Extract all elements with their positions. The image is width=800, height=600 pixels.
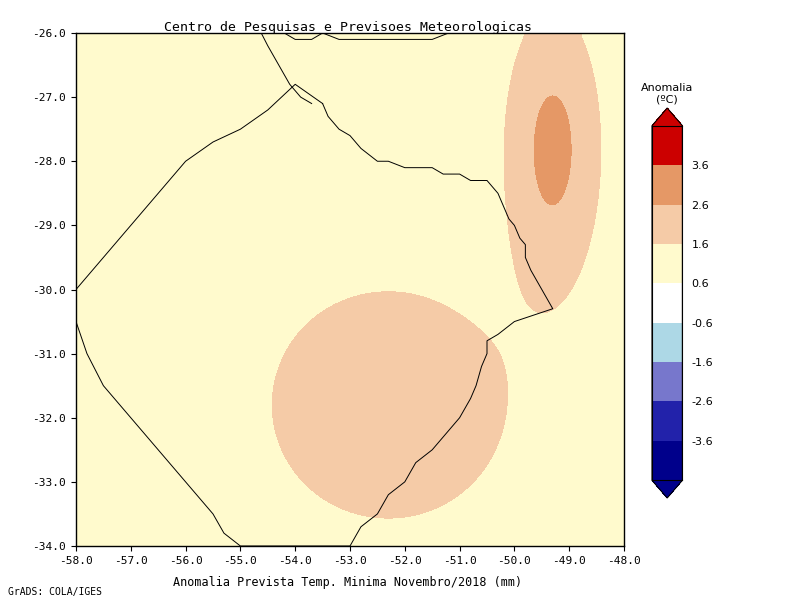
Text: GrADS: COLA/IGES: GrADS: COLA/IGES — [8, 587, 102, 597]
Title: Anomalia
(ºC): Anomalia (ºC) — [641, 83, 694, 104]
PathPatch shape — [652, 108, 682, 126]
Text: Centro de Pesquisas e Previsoes Meteorologicas: Centro de Pesquisas e Previsoes Meteorol… — [164, 21, 532, 34]
PathPatch shape — [652, 480, 682, 498]
Text: Anomalia Prevista Temp. Minima Novembro/2018 (mm): Anomalia Prevista Temp. Minima Novembro/… — [174, 576, 522, 589]
